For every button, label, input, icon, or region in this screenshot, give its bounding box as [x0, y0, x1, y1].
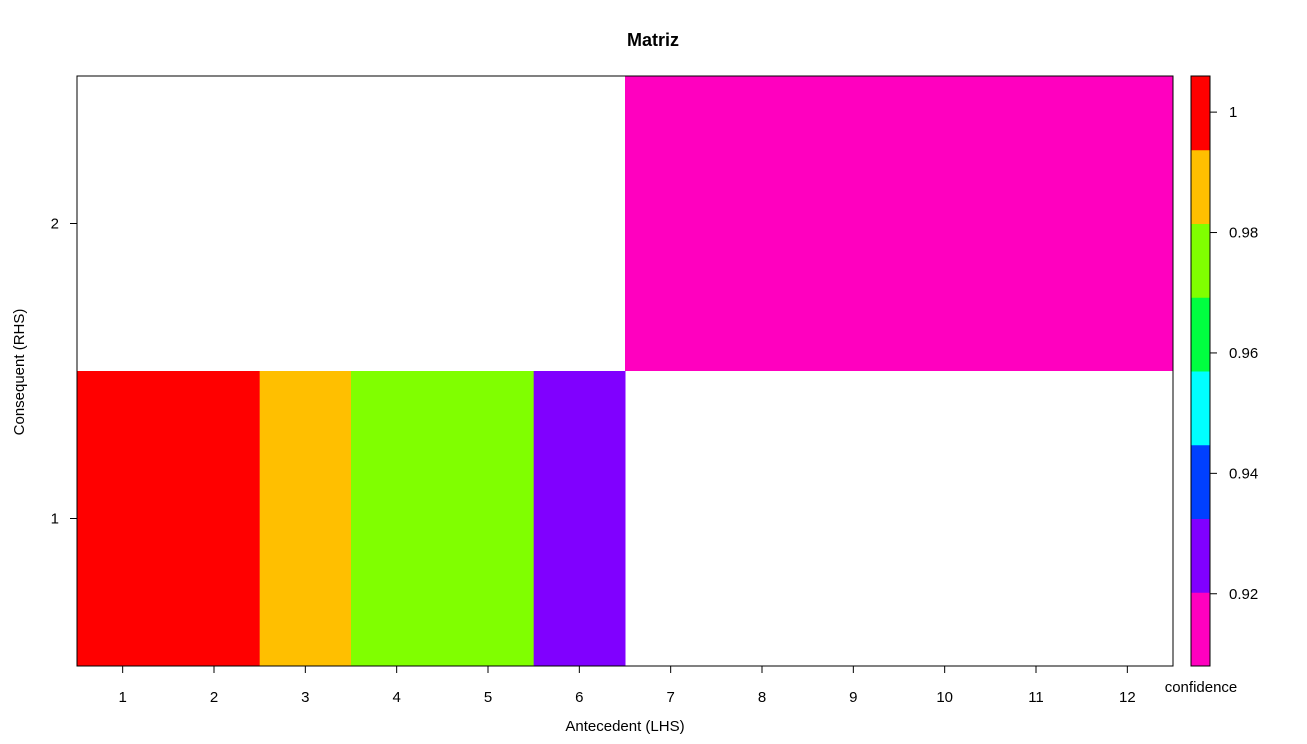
x-axis-label: Antecedent (LHS): [565, 718, 684, 735]
legend-tick-label: 0.96: [1229, 345, 1258, 362]
chart-title: Matriz: [627, 30, 679, 50]
x-tick-label: 5: [484, 689, 492, 706]
x-tick-label: 8: [758, 689, 766, 706]
color-legend: 0.92 0.94 0.96 0.98 1: [1190, 75, 1258, 667]
heatmap-cell: [990, 76, 1083, 371]
heatmap-cell: [77, 371, 169, 666]
heatmap-cell: [1081, 76, 1174, 371]
x-tick-label: 12: [1119, 689, 1136, 706]
legend-band: [1191, 518, 1210, 593]
x-tick-label: 3: [301, 689, 309, 706]
legend-tick-label: 0.98: [1229, 225, 1258, 242]
heatmap-cell: [807, 76, 900, 371]
x-tick-label: 1: [118, 689, 126, 706]
legend-tick-label: 0.94: [1229, 465, 1258, 482]
cells-layer: [77, 76, 1174, 666]
legend-band: [1191, 223, 1210, 298]
heatmap-cell: [716, 76, 809, 371]
legend-title: confidence: [1165, 679, 1238, 696]
legend-tick-label: 0.92: [1229, 586, 1258, 603]
y-tick-label: 1: [51, 511, 59, 528]
heatmap-cell: [533, 371, 626, 666]
heatmap-cell: [442, 371, 535, 666]
x-tick-label: 7: [666, 689, 674, 706]
y-tick-label: 2: [51, 216, 59, 233]
x-tick-label: 4: [392, 689, 400, 706]
legend-band: [1191, 592, 1210, 667]
legend-band: [1191, 297, 1210, 372]
x-tick-label: 2: [210, 689, 218, 706]
heatmap-cell: [899, 76, 991, 371]
x-axis: 1 2 3 4 5 6 7 8 9 10 11 12: [118, 665, 1136, 706]
x-tick-label: 11: [1028, 689, 1044, 706]
heatmap-cell: [259, 371, 352, 666]
legend-frame: [1190, 75, 1211, 667]
legend-band: [1191, 76, 1210, 151]
y-axis-label: Consequent (RHS): [11, 309, 28, 436]
heatmap-cell: [351, 371, 443, 666]
x-tick-label: 6: [575, 689, 583, 706]
legend-band: [1191, 149, 1210, 224]
y-axis: 12: [51, 216, 78, 528]
x-tick-label: 9: [849, 689, 857, 706]
heatmap-cell: [625, 76, 717, 371]
heatmap-cell: [168, 371, 261, 666]
x-tick-label: 10: [936, 689, 953, 706]
legend-tick-label: 1: [1229, 104, 1237, 121]
legend-band: [1191, 444, 1210, 519]
legend-band: [1191, 371, 1210, 446]
